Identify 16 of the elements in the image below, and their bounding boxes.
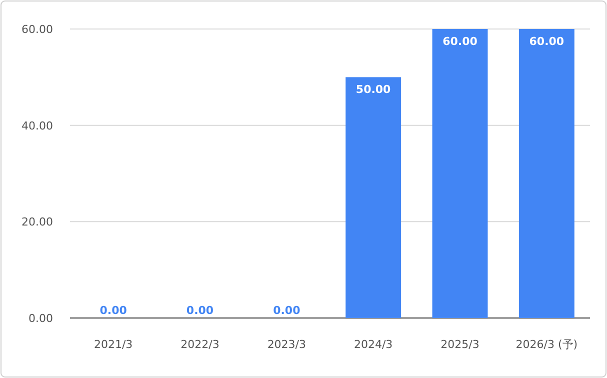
data-label: 0.00 xyxy=(100,304,128,317)
x-tick-label: 2021/3 xyxy=(94,338,133,351)
y-tick-label: 60.00 xyxy=(22,23,53,36)
data-label: 50.00 xyxy=(356,83,392,96)
y-tick-label: 0.00 xyxy=(28,312,53,325)
x-tick-label: 2025/3 xyxy=(440,338,480,351)
x-tick-label: 2026/3 (予) xyxy=(516,338,578,351)
data-label: 60.00 xyxy=(529,35,564,48)
data-label: 0.00 xyxy=(186,304,214,317)
x-tick-label: 2023/3 xyxy=(267,338,306,351)
data-label: 0.00 xyxy=(273,304,301,317)
y-tick-label: 40.00 xyxy=(22,119,53,132)
x-tick-label: 2022/3 xyxy=(180,338,220,351)
data-label: 60.00 xyxy=(442,35,478,48)
y-tick-label: 20.00 xyxy=(22,216,53,229)
x-tick-label: 2024/3 xyxy=(354,338,393,351)
